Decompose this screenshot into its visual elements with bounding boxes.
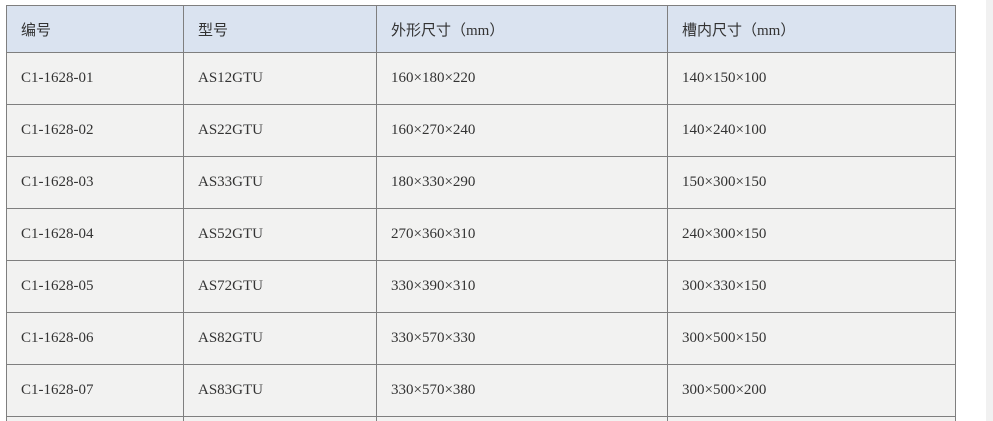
column-header-outer-dim: 外形尺寸（mm）: [376, 5, 668, 53]
cell-outer-dim: 330×570×380: [376, 364, 668, 417]
cell-model: AS72GTU: [183, 260, 377, 313]
cell-outer-dim: 180×330×290: [376, 156, 668, 209]
cell-inner-dim: 140×150×100: [667, 52, 956, 105]
cell-outer-dim: 270×360×310: [376, 208, 668, 261]
cell-outer-dim: [376, 416, 668, 421]
table-row: C1-1628-05 AS72GTU 330×390×310 300×330×1…: [6, 260, 956, 313]
cell-inner-dim: 150×300×150: [667, 156, 956, 209]
cell-model: AS22GTU: [183, 104, 377, 157]
cell-code: [6, 416, 184, 421]
cell-model: [183, 416, 377, 421]
cell-inner-dim: 300×500×200: [667, 364, 956, 417]
table-header-row: 编号 型号 外形尺寸（mm） 槽内尺寸（mm）: [6, 5, 956, 53]
cell-code: C1-1628-04: [6, 208, 184, 261]
table-row: C1-1628-01 AS12GTU 160×180×220 140×150×1…: [6, 52, 956, 105]
cell-code: C1-1628-02: [6, 104, 184, 157]
cell-outer-dim: 160×180×220: [376, 52, 668, 105]
cell-inner-dim: 300×500×150: [667, 312, 956, 365]
cell-outer-dim: 330×570×330: [376, 312, 668, 365]
cell-model: AS52GTU: [183, 208, 377, 261]
cell-outer-dim: 160×270×240: [376, 104, 668, 157]
cell-model: AS83GTU: [183, 364, 377, 417]
product-spec-table: 编号 型号 外形尺寸（mm） 槽内尺寸（mm） C1-1628-01 AS12G…: [6, 5, 956, 421]
cell-code: C1-1628-01: [6, 52, 184, 105]
cell-inner-dim: 300×330×150: [667, 260, 956, 313]
column-header-code: 编号: [6, 5, 184, 53]
cell-code: C1-1628-06: [6, 312, 184, 365]
cell-inner-dim: 140×240×100: [667, 104, 956, 157]
cell-outer-dim: 330×390×310: [376, 260, 668, 313]
table-row: C1-1628-03 AS33GTU 180×330×290 150×300×1…: [6, 156, 956, 209]
table-row: C1-1628-07 AS83GTU 330×570×380 300×500×2…: [6, 364, 956, 417]
column-header-inner-dim: 槽内尺寸（mm）: [667, 5, 956, 53]
column-header-model: 型号: [183, 5, 377, 53]
scrollbar-track[interactable]: [986, 0, 993, 421]
table-row: C1-1628-04 AS52GTU 270×360×310 240×300×1…: [6, 208, 956, 261]
cell-code: C1-1628-05: [6, 260, 184, 313]
table-row: C1-1628-06 AS82GTU 330×570×330 300×500×1…: [6, 312, 956, 365]
cell-inner-dim: 240×300×150: [667, 208, 956, 261]
cell-model: AS33GTU: [183, 156, 377, 209]
cell-code: C1-1628-07: [6, 364, 184, 417]
table-row: C1-1628-02 AS22GTU 160×270×240 140×240×1…: [6, 104, 956, 157]
table-row-partial: [6, 416, 956, 421]
cell-code: C1-1628-03: [6, 156, 184, 209]
cell-model: AS12GTU: [183, 52, 377, 105]
cell-inner-dim: [667, 416, 956, 421]
cell-model: AS82GTU: [183, 312, 377, 365]
